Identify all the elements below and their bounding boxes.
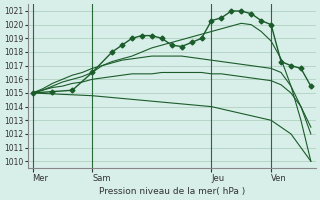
X-axis label: Pression niveau de la mer( hPa ): Pression niveau de la mer( hPa )	[99, 187, 245, 196]
